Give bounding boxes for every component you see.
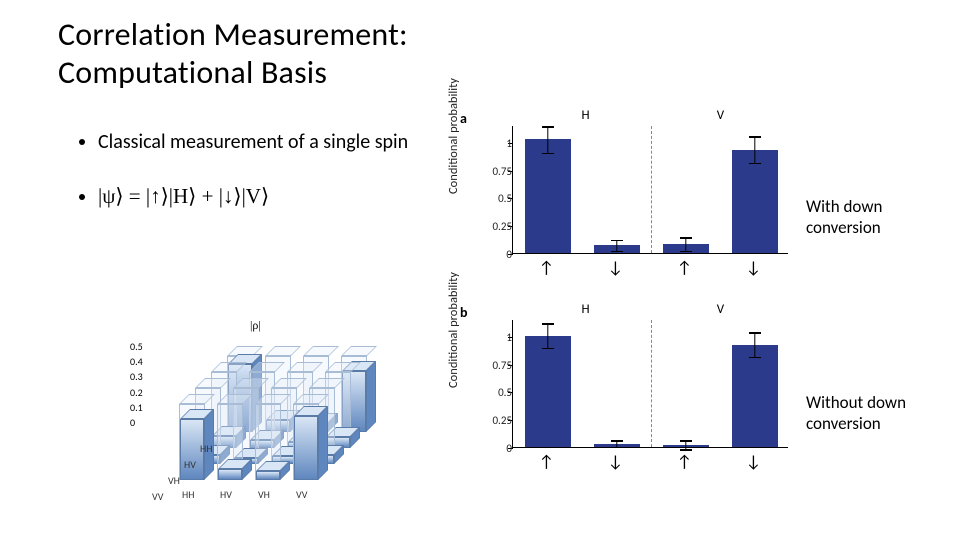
panel-b-plot	[512, 320, 788, 448]
bullet-classical: Classical measurement of a single spin	[98, 130, 408, 154]
z-tick-label: 0.3	[130, 370, 143, 383]
panel-a-H-label: H	[518, 108, 653, 123]
title-line-1: Correlation Measurement:	[58, 15, 408, 54]
panel-b-top-labels: H V	[518, 302, 788, 317]
panel-a-plot	[512, 126, 788, 254]
ytick-label: 0.75	[478, 165, 512, 178]
probability-bar	[663, 319, 709, 447]
bar-charts-column: a H V Conditional probability ↑↓↑↓ 00.25…	[452, 112, 792, 500]
ytick-label: 0.75	[478, 359, 512, 372]
probability-bar	[732, 125, 778, 253]
density-matrix-3d-chart: |ρ| 00.10.20.30.40.5 HHHVVHVV HHHVVHVV	[132, 330, 392, 510]
row-label-3d: HH	[200, 442, 212, 455]
density-bar	[218, 404, 242, 480]
z-tick-label: 0.1	[130, 401, 143, 414]
x-arrow-label: ↓	[719, 258, 788, 280]
panel-b-H-label: H	[518, 302, 653, 317]
col-label-3d: VV	[296, 488, 307, 501]
bar-panel-b: b H V Conditional probability ↑↓↑↓ 00.25…	[452, 306, 792, 476]
col-label-3d: HV	[220, 488, 232, 501]
density-bar	[294, 404, 318, 480]
bar-panel-a: a H V Conditional probability ↑↓↑↓ 00.25…	[452, 112, 792, 282]
ytick-label: 0.25	[478, 414, 512, 427]
probability-bar	[732, 319, 778, 447]
row-label-3d: VH	[168, 474, 180, 487]
probability-bar	[525, 125, 571, 253]
z-tick-label: 0	[130, 416, 135, 429]
panel-a-yaxis-label: Conditional probability	[446, 78, 461, 194]
probability-bar	[525, 319, 571, 447]
x-arrow-label: ↑	[512, 258, 581, 280]
panel-a-letter: a	[460, 110, 467, 127]
x-arrow-label: ↑	[512, 452, 581, 474]
ytick-label: 0	[478, 248, 512, 261]
x-arrow-label: ↑	[650, 452, 719, 474]
ytick-label: 0	[478, 442, 512, 455]
probability-bar	[594, 125, 640, 253]
ytick-label: 0.5	[478, 192, 512, 205]
panel-a-divider	[651, 126, 652, 253]
col-label-3d: VH	[258, 488, 270, 501]
x-arrow-label: ↓	[719, 452, 788, 474]
probability-bar	[663, 125, 709, 253]
density-bar	[256, 404, 280, 480]
ytick-label: 1	[478, 331, 512, 344]
panel-a-xarrows: ↑↓↑↓	[512, 258, 788, 280]
annotation-with-down-conversion: With down conversion	[806, 196, 960, 239]
panel-a-top-labels: H V	[518, 108, 788, 123]
row-label-3d: HV	[184, 458, 196, 471]
x-arrow-label: ↓	[581, 258, 650, 280]
probability-bar	[594, 319, 640, 447]
panel-b-yaxis-label: Conditional probability	[446, 272, 461, 388]
annotation-without-down-conversion: Without down conversion	[806, 392, 960, 435]
panel-a-V-label: V	[653, 108, 788, 123]
z-tick-label: 0.4	[130, 355, 143, 368]
panel-b-divider	[651, 320, 652, 447]
z-tick-label: 0.2	[130, 386, 143, 399]
ytick-label: 0.5	[478, 386, 512, 399]
panel-b-xarrows: ↑↓↑↓	[512, 452, 788, 474]
panel-b-letter: b	[460, 304, 468, 321]
rho-title: |ρ|	[250, 318, 261, 333]
x-arrow-label: ↓	[581, 452, 650, 474]
bullet-state-equation: |ψ⟩ = |↑⟩|H⟩ + |↓⟩|V⟩	[98, 184, 408, 209]
row-label-3d: VV	[152, 490, 163, 503]
ytick-label: 0.25	[478, 220, 512, 233]
slide-title: Correlation Measurement: Computational B…	[58, 16, 408, 93]
ytick-label: 1	[478, 137, 512, 150]
title-line-2: Computational Basis	[58, 53, 327, 92]
bullet-list: Classical measurement of a single spin |…	[76, 130, 408, 239]
x-arrow-label: ↑	[650, 258, 719, 280]
col-label-3d: HH	[182, 488, 194, 501]
panel-b-V-label: V	[653, 302, 788, 317]
z-tick-label: 0.5	[130, 340, 143, 353]
